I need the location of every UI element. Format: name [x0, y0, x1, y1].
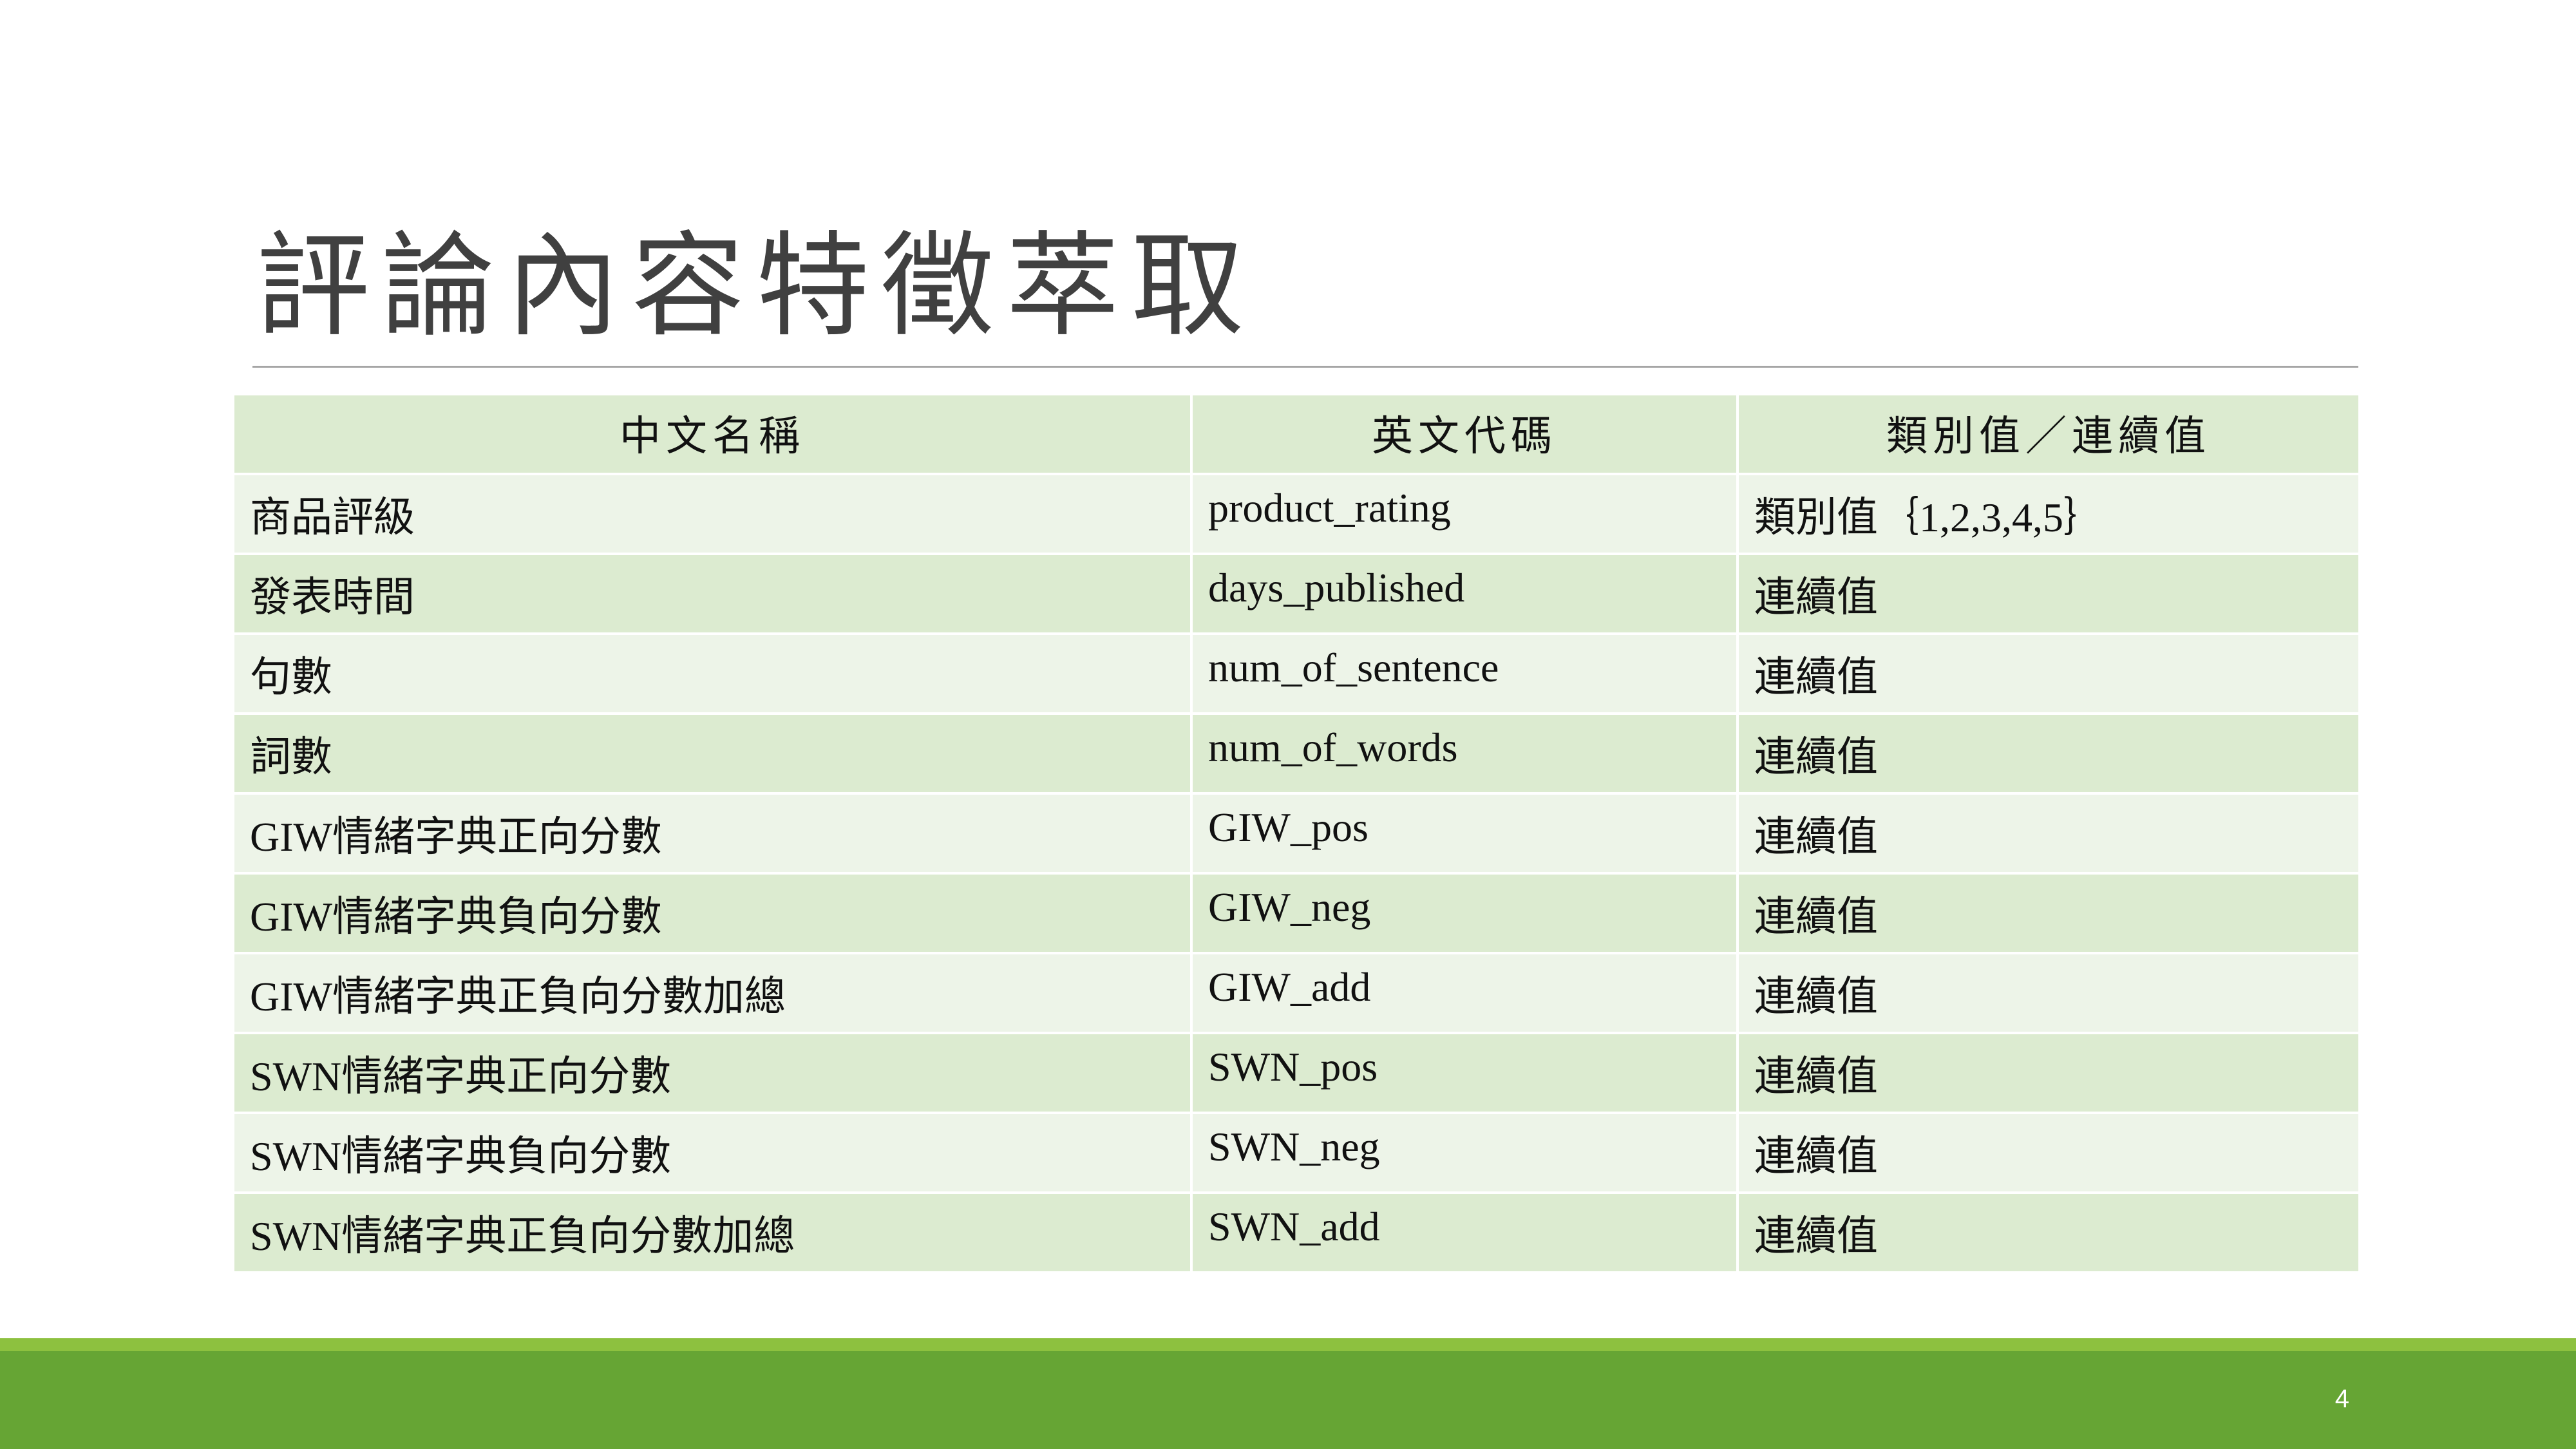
feature-table: 中文名稱 英文代碼 類別值／連續值 商品評級 product_rating 類別… — [232, 393, 2361, 1274]
cell-chinese-name: GIW情緒字典正負向分數加總 — [232, 952, 1193, 1034]
table-row: 發表時間 days_published 連續值 — [232, 553, 2361, 635]
table-row: SWN情緒字典正向分數 SWN_pos 連續值 — [232, 1032, 2361, 1114]
header-value-type: 類別值／連續值 — [1736, 393, 2361, 475]
table-header-row: 中文名稱 英文代碼 類別值／連續值 — [232, 393, 2361, 475]
cell-chinese-name: SWN情緒字典正向分數 — [232, 1032, 1193, 1114]
footer-band — [0, 1351, 2576, 1449]
cell-english-code: GIW_neg — [1190, 872, 1739, 954]
cell-chinese-name: 發表時間 — [232, 553, 1193, 635]
table-row: 商品評級 product_rating 類別值｛1,2,3,4,5｝ — [232, 473, 2361, 555]
header-english-code: 英文代碼 — [1190, 393, 1739, 475]
cell-value-type: 連續值 — [1736, 1112, 2361, 1194]
page-number: 4 — [2334, 1385, 2349, 1413]
cell-chinese-name: 句數 — [232, 632, 1193, 715]
table-row: 句數 num_of_sentence 連續值 — [232, 632, 2361, 715]
cell-chinese-name: GIW情緒字典正向分數 — [232, 792, 1193, 875]
cell-english-code: num_of_sentence — [1190, 632, 1739, 715]
cell-english-code: SWN_add — [1190, 1191, 1739, 1274]
table-row: SWN情緒字典負向分數 SWN_neg 連續值 — [232, 1112, 2361, 1194]
cell-value-type: 連續值 — [1736, 952, 2361, 1034]
cell-chinese-name: 詞數 — [232, 712, 1193, 795]
table-row: 詞數 num_of_words 連續值 — [232, 712, 2361, 795]
cell-value-type: 連續值 — [1736, 872, 2361, 954]
cell-chinese-name: SWN情緒字典負向分數 — [232, 1112, 1193, 1194]
cell-value-type: 連續值 — [1736, 1191, 2361, 1274]
cell-value-type: 連續值 — [1736, 1032, 2361, 1114]
footer-accent-stripe — [0, 1338, 2576, 1351]
cell-chinese-name: SWN情緒字典正負向分數加總 — [232, 1191, 1193, 1274]
title-divider — [252, 366, 2358, 368]
cell-value-type: 連續值 — [1736, 792, 2361, 875]
cell-english-code: GIW_add — [1190, 952, 1739, 1034]
cell-english-code: product_rating — [1190, 473, 1739, 555]
cell-english-code: num_of_words — [1190, 712, 1739, 795]
cell-english-code: SWN_neg — [1190, 1112, 1739, 1194]
slide-title: 評論內容特徵萃取 — [256, 220, 1256, 352]
cell-english-code: SWN_pos — [1190, 1032, 1739, 1114]
cell-value-type: 連續值 — [1736, 712, 2361, 795]
cell-chinese-name: GIW情緒字典負向分數 — [232, 872, 1193, 954]
cell-value-type: 類別值｛1,2,3,4,5｝ — [1736, 473, 2361, 555]
cell-chinese-name: 商品評級 — [232, 473, 1193, 555]
table-row: SWN情緒字典正負向分數加總 SWN_add 連續值 — [232, 1191, 2361, 1274]
table-row: GIW情緒字典正向分數 GIW_pos 連續值 — [232, 792, 2361, 875]
table-row: GIW情緒字典負向分數 GIW_neg 連續值 — [232, 872, 2361, 954]
table-row: GIW情緒字典正負向分數加總 GIW_add 連續值 — [232, 952, 2361, 1034]
header-chinese-name: 中文名稱 — [232, 393, 1193, 475]
cell-value-type: 連續值 — [1736, 632, 2361, 715]
cell-value-type: 連續值 — [1736, 553, 2361, 635]
cell-english-code: days_published — [1190, 553, 1739, 635]
cell-english-code: GIW_pos — [1190, 792, 1739, 875]
